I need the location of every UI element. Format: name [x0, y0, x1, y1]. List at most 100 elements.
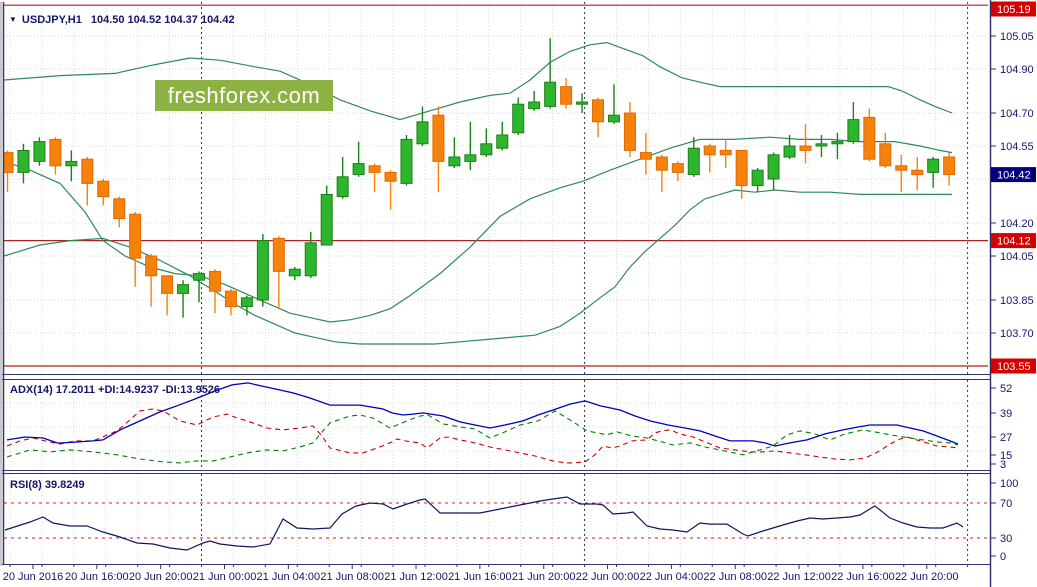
- candle-bullish: [352, 141, 365, 177]
- adx-scale-label: 52: [1000, 383, 1012, 395]
- candle-bullish: [751, 168, 764, 193]
- ohlc-readout: 104.50 104.52 104.37 104.42: [90, 14, 235, 26]
- candle-bullish: [847, 102, 860, 144]
- candle-bullish: [687, 137, 700, 177]
- candle-bearish: [879, 132, 892, 168]
- time-axis-label: 21 Jun 20:00: [512, 571, 576, 583]
- price-tick-label: 104.20: [1000, 218, 1034, 230]
- candle-bullish: [416, 106, 429, 146]
- adx-layer: [4, 380, 988, 470]
- price-level-badge: 105.19: [991, 1, 1036, 17]
- symbol-label: USDJPY,H1: [21, 14, 82, 26]
- time-axis-label: 20 Jun 20:00: [129, 571, 193, 583]
- candle-bullish: [193, 271, 206, 303]
- candle-bullish: [320, 185, 333, 246]
- candle-bullish: [256, 234, 269, 307]
- time-axis-label: 21 Jun 12:00: [384, 571, 448, 583]
- candle-bearish: [368, 163, 381, 193]
- time-axis-label: 22 Jun 16:00: [831, 571, 895, 583]
- rsi-scale-label: 30: [1000, 533, 1012, 545]
- candle-bearish: [224, 289, 237, 316]
- broker-watermark: freshforex.com: [155, 80, 333, 111]
- candle-bullish: [512, 97, 525, 135]
- svg-text:104.12: 104.12: [997, 236, 1031, 248]
- time-axis[interactable]: [0, 566, 1037, 587]
- price-level-badge: 103.55: [991, 358, 1036, 374]
- candle-bullish: [288, 267, 301, 281]
- candle-bearish: [129, 212, 142, 287]
- price-tick-label: 104.90: [1000, 64, 1034, 76]
- candle-bullish: [767, 152, 780, 190]
- main-chart-area[interactable]: [4, 2, 988, 374]
- candle-bullish: [464, 121, 477, 171]
- candle-bearish: [208, 269, 221, 314]
- candle-bullish: [927, 157, 940, 188]
- adx-line: [6, 382, 959, 447]
- candle-bullish: [607, 84, 620, 124]
- symbol-dropdown-icon[interactable]: ▼: [9, 15, 17, 24]
- chart-header: ▼ USDJPY,H1 104.50 104.52 104.37 104.42: [9, 14, 235, 26]
- candle-bearish: [592, 97, 605, 138]
- candle-bullish: [544, 38, 557, 109]
- window-edge: [0, 2, 2, 566]
- candle-bullish: [528, 91, 541, 111]
- candle-bullish: [576, 93, 589, 113]
- candle-bullish: [400, 135, 413, 186]
- candle-bearish: [703, 143, 716, 173]
- candle-bearish: [560, 77, 573, 109]
- rsi-scale-label: 70: [1000, 498, 1012, 510]
- adx-scale-label: 27: [1000, 432, 1012, 444]
- rsi-layer: [4, 474, 988, 564]
- price-tick-label: 104.70: [1000, 108, 1034, 120]
- time-axis-label: 22 Jun 04:00: [640, 571, 704, 583]
- minus-di-line: [6, 408, 959, 464]
- candle-bearish: [655, 154, 668, 193]
- candle-bearish: [735, 149, 748, 199]
- candle-bullish: [17, 143, 30, 184]
- candle-bearish: [49, 137, 62, 175]
- plus-di-line: [6, 410, 959, 464]
- adx-scale-label: 39: [1000, 408, 1012, 420]
- candle-bearish: [384, 170, 397, 210]
- adx-panel-area[interactable]: [4, 380, 988, 470]
- adx-scale-label: 15: [1000, 450, 1012, 462]
- time-axis-label: 21 Jun 00:00: [193, 571, 257, 583]
- time-axis-label: 22 Jun 00:00: [576, 571, 640, 583]
- svg-text:103.55: 103.55: [997, 361, 1031, 373]
- main-chart-layer: [4, 2, 988, 374]
- price-tick-label: 104.55: [1000, 141, 1034, 153]
- time-axis-label: 22 Jun 08:00: [703, 571, 767, 583]
- current-price-badge: 104.42: [991, 167, 1036, 183]
- candle-bearish: [719, 139, 732, 168]
- time-axis-label: 22 Jun 20:00: [895, 571, 959, 583]
- candle-bearish: [911, 157, 924, 190]
- candle-bearish: [895, 154, 908, 193]
- rsi-line: [4, 496, 964, 551]
- candle-bearish: [81, 157, 94, 206]
- rsi-scale-label: 100: [1000, 478, 1018, 490]
- candle-bearish: [145, 253, 158, 307]
- candle-bullish: [448, 137, 461, 168]
- price-tick-label: 105.05: [1000, 31, 1034, 43]
- candle-bearish: [4, 150, 14, 193]
- candle-bearish: [671, 161, 684, 182]
- adx-scale-label: 3: [1000, 459, 1006, 471]
- time-axis-label: 22 Jun 12:00: [767, 571, 831, 583]
- svg-text:104.42: 104.42: [997, 170, 1031, 182]
- adx-indicator-title: ADX(14) 17.2011 +DI:14.9237 -DI:13.9526: [10, 384, 221, 396]
- time-axis-label: 20 Jun 16:00: [65, 571, 129, 583]
- price-tick-label: 103.85: [1000, 295, 1034, 307]
- time-axis-label: 21 Jun 16:00: [448, 571, 512, 583]
- candle-bearish: [639, 132, 652, 175]
- candle-bullish: [336, 157, 349, 199]
- time-axis-label: 20 Jun 2016: [3, 571, 64, 583]
- candle-bullish: [496, 121, 509, 151]
- price-level-badge: 104.12: [991, 233, 1036, 249]
- candle-bullish: [240, 295, 253, 316]
- candle-bullish: [480, 128, 493, 157]
- rsi-indicator-title: RSI(8) 39.8249: [10, 479, 85, 491]
- time-axis-label: 21 Jun 08:00: [320, 571, 384, 583]
- candle-bullish: [831, 132, 844, 160]
- price-axis[interactable]: [990, 0, 1037, 587]
